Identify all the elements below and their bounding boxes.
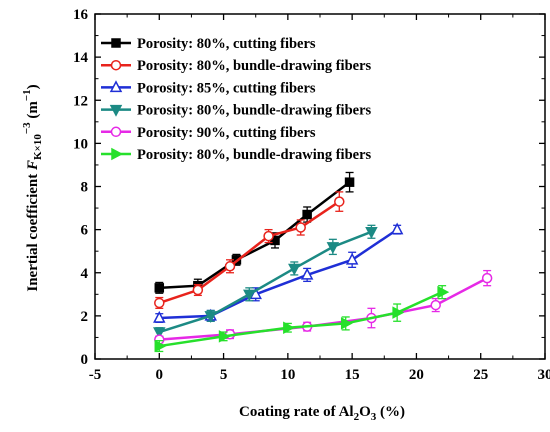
legend-label: Porosity: 80%, cutting fibers bbox=[137, 36, 316, 52]
x-tick-label: -5 bbox=[89, 367, 102, 383]
series-line bbox=[158, 200, 340, 305]
legend-entry: Porosity: 80%, bundle-drawing fibers bbox=[101, 103, 372, 119]
data-point bbox=[109, 104, 123, 117]
data-point bbox=[109, 80, 123, 93]
legend: Porosity: 80%, cutting fibers Porosity: 8… bbox=[101, 36, 372, 163]
y-tick-label: 16 bbox=[73, 7, 89, 23]
x-tick-label: 25 bbox=[473, 367, 488, 383]
data-point bbox=[243, 289, 256, 302]
x-axis-title: Coating rate of Al2O3 (%) bbox=[239, 404, 405, 423]
y-title-part: (m bbox=[25, 101, 41, 123]
y-tick-label: 0 bbox=[81, 352, 89, 368]
data-point bbox=[154, 297, 165, 309]
legend-entry: Porosity: 85%, cutting fibers bbox=[101, 80, 316, 96]
x-tick-label: 10 bbox=[280, 367, 295, 383]
series-line bbox=[159, 277, 488, 341]
data-point bbox=[111, 38, 121, 48]
x-tick-label: 0 bbox=[156, 367, 164, 383]
data-point bbox=[430, 299, 441, 311]
data-point bbox=[437, 285, 450, 299]
series-line bbox=[159, 228, 398, 320]
y-tick-label: 10 bbox=[73, 136, 88, 152]
legend-label: Porosity: 80%, bundle-drawing fibers bbox=[137, 58, 372, 74]
y-tick-label: 12 bbox=[73, 93, 88, 109]
data-point bbox=[481, 272, 493, 284]
data-point bbox=[224, 261, 236, 272]
legend-entry: Porosity: 80%, bundle-drawing fibers bbox=[101, 147, 372, 163]
data-point bbox=[153, 327, 166, 340]
y-title-sup: −3 bbox=[21, 122, 33, 134]
x-tick-label: 5 bbox=[220, 367, 228, 383]
x-title-part: (%) bbox=[376, 404, 405, 420]
y-title-sub: K×10 bbox=[32, 134, 44, 160]
data-point bbox=[263, 230, 274, 242]
y-tick-label: 14 bbox=[73, 50, 89, 66]
series bbox=[154, 285, 450, 353]
y-title-part: Inertial coefficient bbox=[25, 170, 41, 292]
series bbox=[154, 171, 355, 294]
data-point bbox=[110, 126, 122, 138]
data-point bbox=[110, 59, 122, 71]
y-title-var: F bbox=[25, 160, 41, 171]
data-point bbox=[283, 321, 295, 334]
x-title-sub: 2 bbox=[354, 411, 360, 423]
y-tick-label: 4 bbox=[81, 266, 89, 282]
data-point bbox=[345, 252, 359, 265]
series-line bbox=[159, 181, 351, 290]
series bbox=[154, 191, 345, 309]
data-point bbox=[302, 209, 312, 220]
legend-entry: Porosity: 90%, cutting fibers bbox=[101, 125, 316, 141]
x-tick-label: 15 bbox=[345, 367, 360, 383]
data-point bbox=[295, 222, 306, 233]
data-point bbox=[111, 147, 124, 161]
series-line bbox=[158, 230, 372, 334]
y-title-part: ) bbox=[25, 84, 41, 89]
x-tick-label: 20 bbox=[409, 367, 424, 383]
series-line bbox=[159, 291, 443, 348]
y-tick-label: 8 bbox=[81, 180, 89, 196]
data-point bbox=[365, 227, 378, 239]
y-axis-title: Inertial coefficient FK×10−3 (m−1) bbox=[21, 84, 44, 291]
data-point bbox=[192, 284, 204, 296]
x-title-part: O bbox=[359, 404, 371, 420]
y-tick-label: 6 bbox=[81, 223, 89, 239]
data-point bbox=[288, 263, 301, 276]
legend-label: Porosity: 85%, cutting fibers bbox=[137, 80, 316, 96]
data-point bbox=[334, 196, 345, 207]
x-title-part: Coating rate of Al bbox=[239, 404, 354, 420]
x-tick-label: 30 bbox=[538, 367, 550, 383]
legend-label: Porosity: 80%, bundle-drawing fibers bbox=[137, 147, 372, 163]
data-point bbox=[340, 317, 353, 330]
x-title-sub: 3 bbox=[371, 411, 377, 423]
y-tick-label: 2 bbox=[81, 309, 89, 325]
legend-entry: Porosity: 80%, cutting fibers bbox=[101, 36, 316, 52]
data-point bbox=[154, 339, 167, 353]
data-point bbox=[392, 306, 405, 319]
data-point bbox=[218, 330, 231, 343]
legend-label: Porosity: 80%, bundle-drawing fibers bbox=[137, 103, 372, 119]
data-point bbox=[300, 267, 314, 280]
plot-area bbox=[153, 171, 493, 353]
data-point bbox=[390, 222, 404, 235]
legend-entry: Porosity: 80%, bundle-drawing fibers bbox=[101, 58, 372, 74]
y-title-sup: −1 bbox=[21, 89, 33, 101]
data-point bbox=[326, 242, 340, 254]
data-point bbox=[204, 311, 217, 323]
data-point bbox=[154, 283, 165, 293]
legend-label: Porosity: 90%, cutting fibers bbox=[137, 125, 316, 141]
data-point bbox=[153, 310, 166, 323]
data-point bbox=[344, 177, 355, 187]
